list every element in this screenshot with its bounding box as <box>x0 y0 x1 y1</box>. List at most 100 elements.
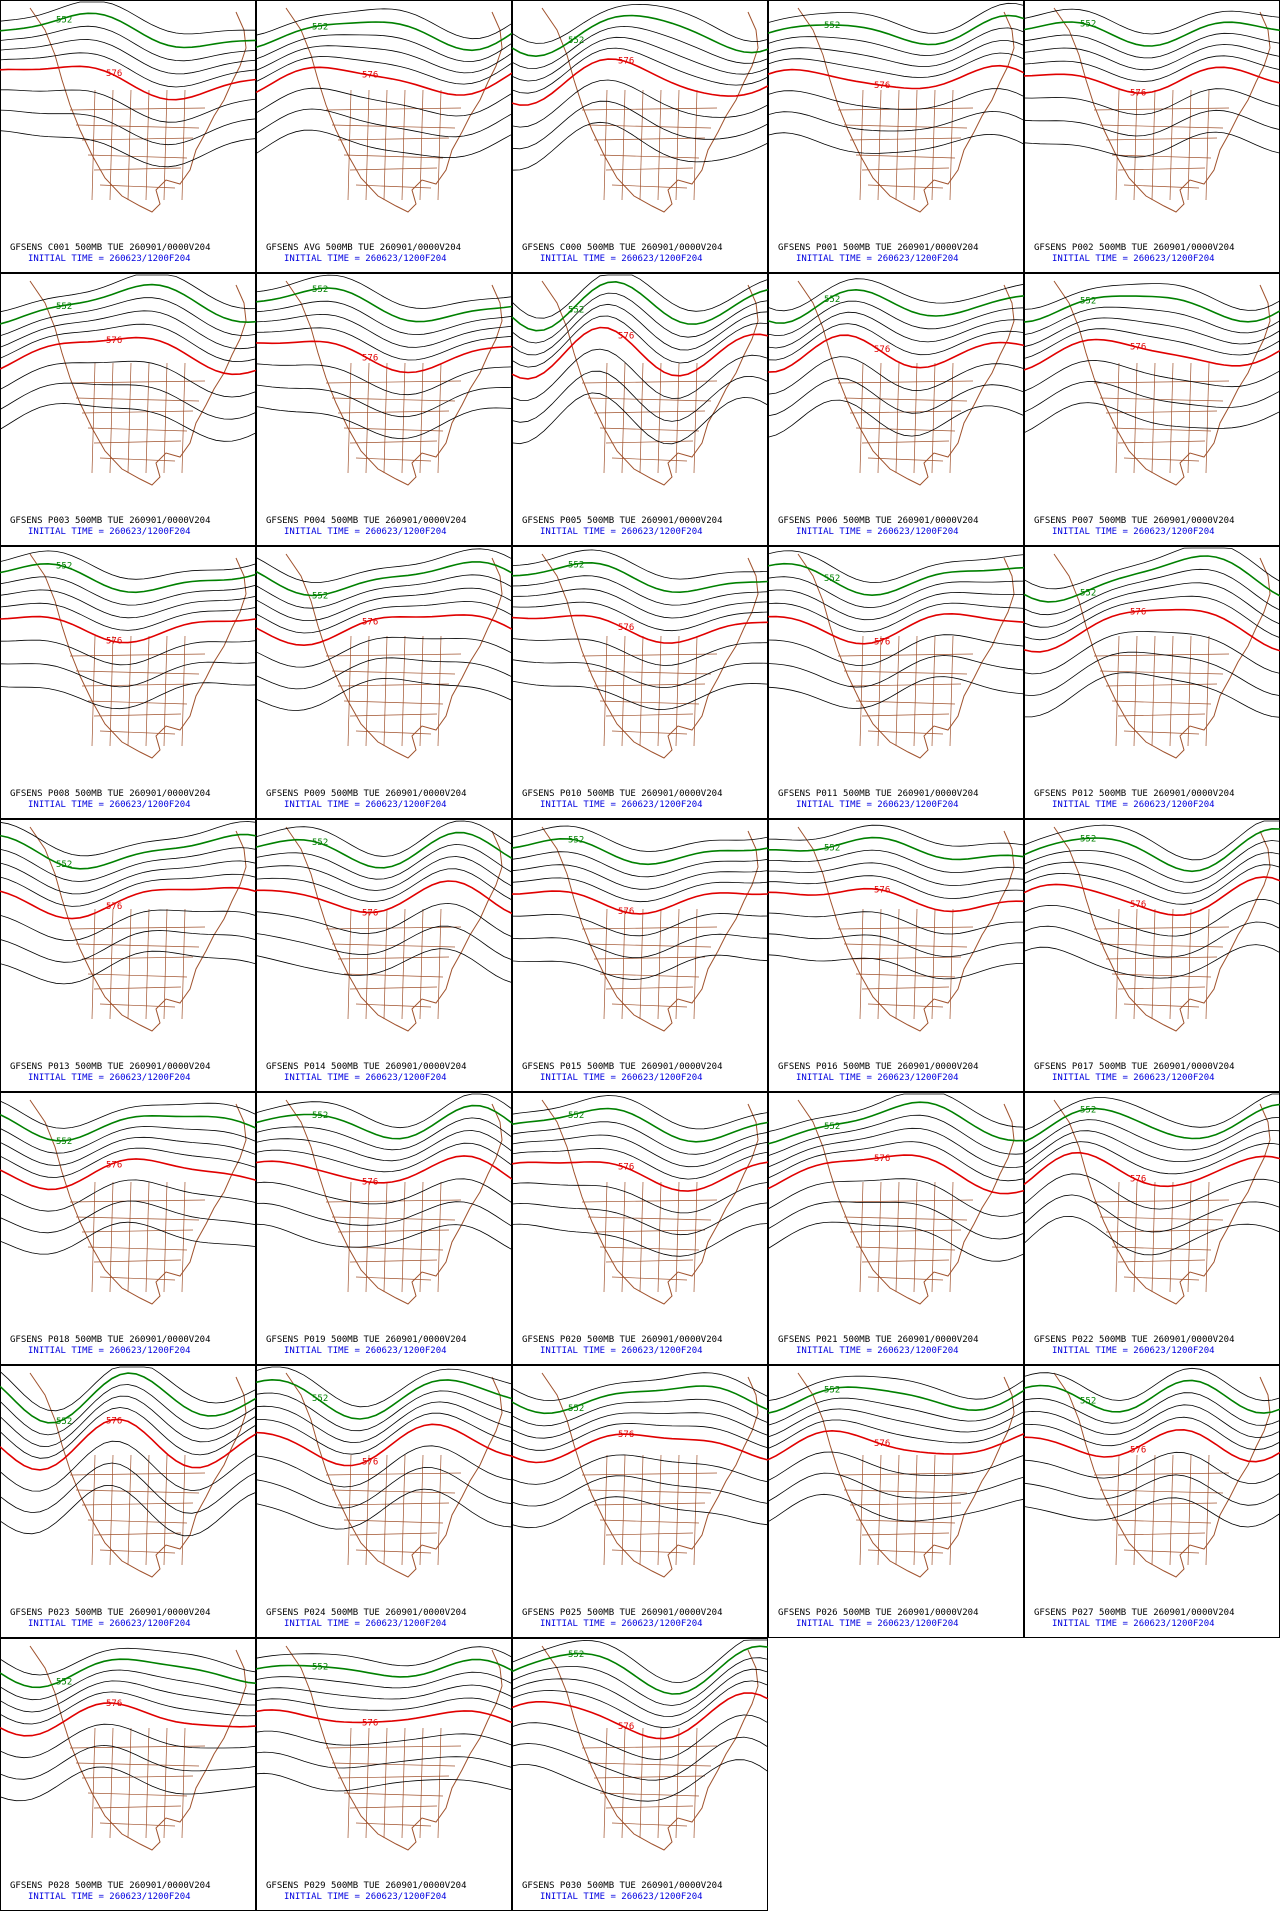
height-contour <box>0 1766 257 1802</box>
state-border <box>861 713 950 717</box>
state-border <box>837 1199 974 1203</box>
panel-title: GFSENS P011 500MB TUE 260901/0000V204 <box>778 789 978 799</box>
state-border <box>611 457 688 462</box>
state-border <box>127 362 132 474</box>
contour-label: 576 <box>1130 1445 1146 1455</box>
height-contour <box>511 680 769 710</box>
state-border <box>401 89 406 201</box>
panel-subtitle: INITIAL TIME = 260623/1200F204 <box>540 527 703 537</box>
height-contour <box>511 913 769 937</box>
height-contour <box>511 3 769 44</box>
height-contour <box>511 1433 769 1464</box>
height-contour <box>0 1366 257 1412</box>
height-contour <box>255 831 513 869</box>
coastline <box>1053 1099 1271 1305</box>
state-border <box>949 1181 954 1293</box>
state-border <box>99 457 176 462</box>
height-contour <box>0 602 257 631</box>
map-panel: 552 576 GFSENS P016 500MB TUE 260901/0000V… <box>767 819 1025 1092</box>
map-panel: 552 576 GFSENS P022 500MB TUE 260901/0000V… <box>1023 1092 1280 1365</box>
state-border <box>355 1822 432 1827</box>
state-border <box>859 89 864 201</box>
height-contour <box>511 348 769 401</box>
state-border <box>325 1472 462 1476</box>
height-contour <box>1023 306 1280 335</box>
state-border <box>639 1727 644 1839</box>
coastline <box>285 280 503 486</box>
state-border <box>657 89 662 201</box>
height-contour <box>255 327 513 361</box>
state-border <box>861 440 950 444</box>
height-contour <box>767 64 1025 90</box>
state-border <box>337 683 450 687</box>
height-contour <box>767 1141 1025 1182</box>
state-border <box>145 908 150 1020</box>
map-panel: 552 576 GFSENS P029 500MB TUE 260901/0000V… <box>255 1638 513 1911</box>
height-contour <box>511 100 769 150</box>
contour-label: 552 <box>56 15 72 25</box>
contour-label: 552 <box>312 285 328 295</box>
height-contour <box>1023 283 1280 311</box>
map-panel: 552 576 GFSENS P002 500MB TUE 260901/0000V… <box>1023 0 1280 273</box>
height-contour <box>511 561 769 594</box>
state-border <box>331 1216 456 1221</box>
height-contour <box>1023 840 1280 883</box>
state-border <box>75 1216 200 1221</box>
height-contour <box>511 837 769 866</box>
state-border <box>109 908 114 1020</box>
state-border <box>693 1727 698 1839</box>
map-panel: 552 576 GFSENS P018 500MB TUE 260901/0000V… <box>0 1092 257 1365</box>
panel-title: GFSENS P017 500MB TUE 260901/0000V204 <box>1034 1062 1234 1072</box>
height-contour <box>255 574 513 609</box>
height-contour <box>1023 582 1280 628</box>
panel-title: GFSENS P010 500MB TUE 260901/0000V204 <box>522 789 722 799</box>
contour-label: 576 <box>874 345 890 355</box>
state-border <box>657 635 662 747</box>
panel-subtitle: INITIAL TIME = 260623/1200F204 <box>1052 1073 1215 1083</box>
state-border <box>675 1181 680 1293</box>
state-border <box>145 1181 150 1293</box>
height-contour <box>767 288 1025 324</box>
state-border <box>325 1745 462 1749</box>
state-border <box>603 1727 608 1839</box>
height-contour <box>255 548 513 583</box>
height-contour <box>0 615 257 644</box>
state-border <box>1099 1216 1224 1221</box>
height-contour <box>511 58 769 106</box>
state-border <box>605 440 694 444</box>
panel-frame <box>256 0 512 273</box>
state-border <box>621 908 626 1020</box>
height-contour <box>511 1107 769 1143</box>
state-border <box>877 908 882 1020</box>
height-contour <box>767 602 1025 633</box>
panel-subtitle: INITIAL TIME = 260623/1200F204 <box>1052 1346 1215 1356</box>
state-border <box>599 973 700 978</box>
height-contour <box>255 108 513 138</box>
panel-title: GFSENS P009 500MB TUE 260901/0000V204 <box>266 789 466 799</box>
height-contour <box>255 313 513 348</box>
map-panel: 552 576 GFSENS P014 500MB TUE 260901/0000V… <box>255 819 513 1092</box>
panel-title: GFSENS P030 500MB TUE 260901/0000V204 <box>522 1881 722 1891</box>
height-contour <box>511 1134 769 1168</box>
state-border <box>1205 1181 1210 1293</box>
height-contour <box>0 1158 257 1191</box>
height-contour <box>1023 1141 1280 1175</box>
height-contour <box>1023 402 1280 434</box>
height-contour <box>0 847 257 882</box>
height-contour <box>255 45 513 74</box>
height-contour <box>1023 1497 1280 1528</box>
height-contour <box>767 1386 1025 1414</box>
height-contour <box>511 890 769 915</box>
map-panel: 552 576 GFSENS P021 500MB TUE 260901/0000V… <box>767 1092 1025 1365</box>
state-border <box>861 986 950 990</box>
map-panel: 552 576 GFSENS P013 500MB TUE 260901/0000V… <box>0 819 257 1092</box>
height-contour <box>0 1179 257 1212</box>
height-contour <box>255 1390 513 1432</box>
panel-subtitle: INITIAL TIME = 260623/1200F204 <box>540 1346 703 1356</box>
height-contour <box>511 303 769 356</box>
height-contour <box>767 1429 1025 1461</box>
state-border <box>355 457 432 462</box>
coastline <box>1053 1372 1271 1578</box>
state-border <box>355 1003 432 1008</box>
